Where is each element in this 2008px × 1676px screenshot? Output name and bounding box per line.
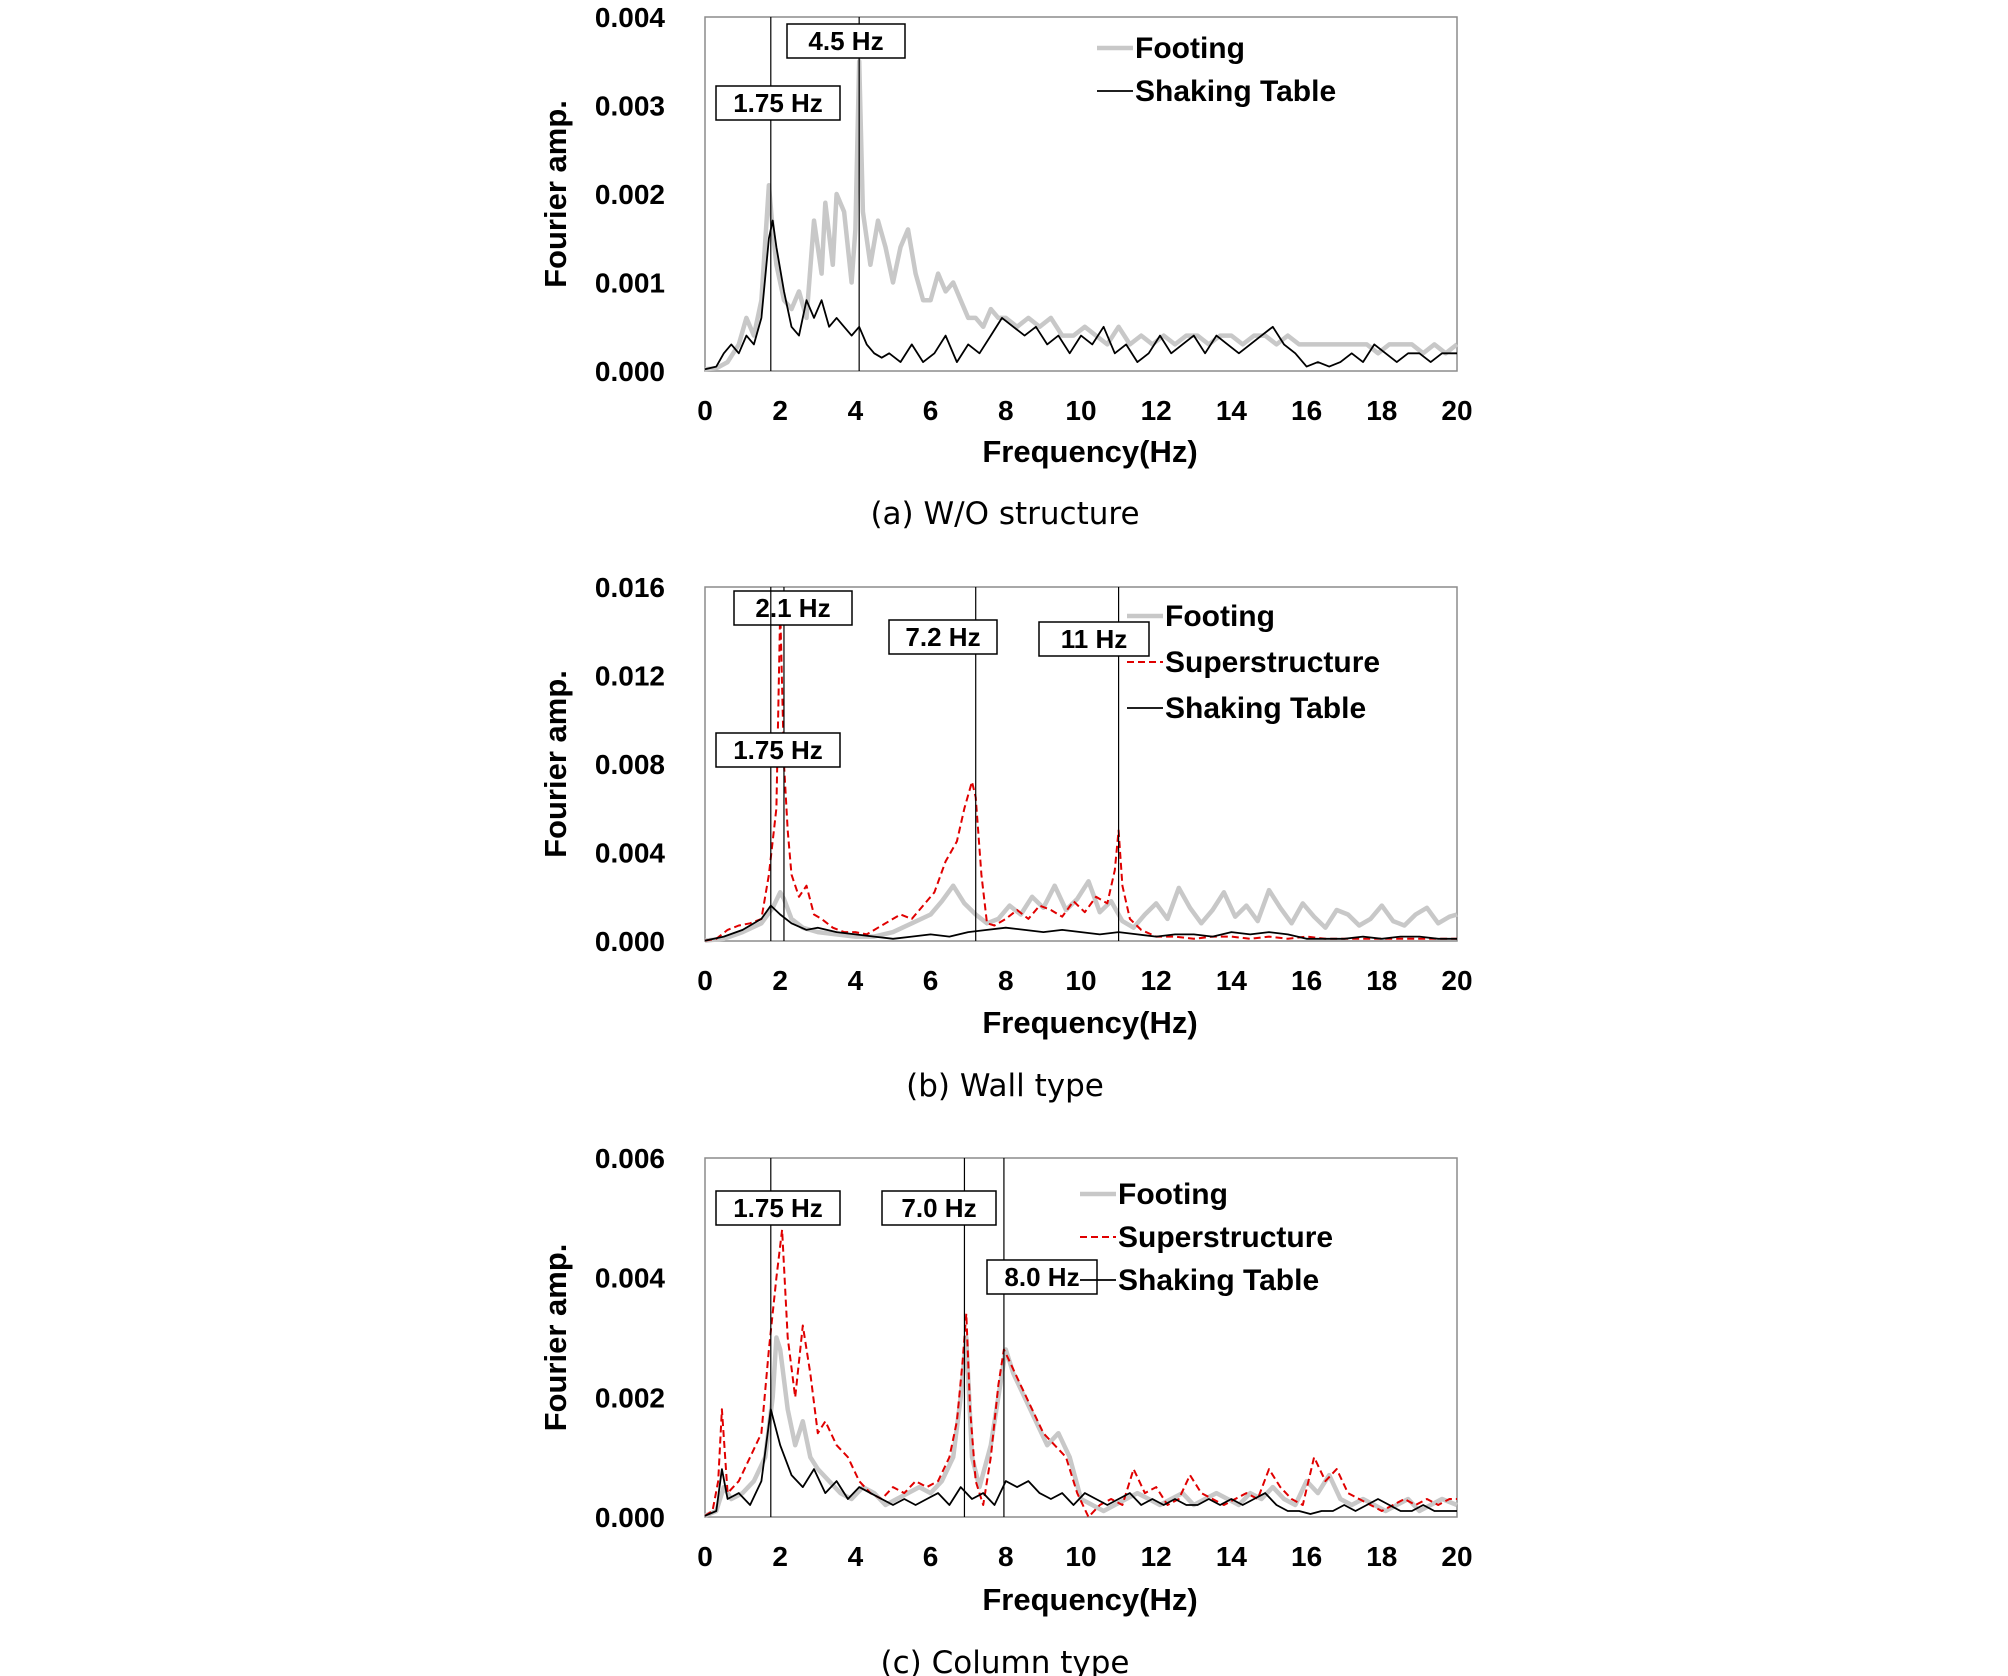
x-tick-label: 14: [1216, 965, 1248, 996]
x-tick-label: 8: [998, 1541, 1014, 1572]
x-tick-label: 2: [772, 965, 788, 996]
figure-caption: (a) W/O structure: [870, 496, 1139, 532]
chart-panel-3: 0.000 0.002 0.004 0.006 0 2 4 6 8 10 12 14 16 18 20 Fre…: [538, 1143, 1473, 1676]
x-tick-label: 0: [697, 395, 713, 426]
annotation-box: [1038, 621, 1150, 657]
x-tick-label: 18: [1366, 395, 1397, 426]
x-tick-label: 10: [1065, 395, 1096, 426]
x-tick-label: 6: [923, 1541, 939, 1572]
y-tick-label: 0.000: [595, 1502, 665, 1533]
legend-label: Footing: [1135, 32, 1245, 65]
x-axis-title: Frequency(Hz): [982, 1005, 1197, 1040]
y-tick-label: 0.000: [595, 926, 665, 957]
plot-area: [704, 16, 1458, 372]
annotation-label: 1.75 Hz: [733, 735, 823, 765]
series-line-superstructure: [704, 608, 1457, 942]
figure-caption: (c) Column type: [881, 1645, 1130, 1676]
series-line-footing: [704, 1335, 1458, 1518]
y-tick-label: 0.016: [595, 572, 665, 603]
legend-label: Footing: [1118, 1178, 1228, 1211]
x-tick-label: 2: [772, 1541, 788, 1572]
x-tick-label: 10: [1065, 965, 1096, 996]
series-line-footing: [704, 59, 1459, 372]
x-tick-label: 12: [1141, 1541, 1172, 1572]
x-tick-label: 16: [1291, 395, 1322, 426]
series-line-shaking-table: [704, 219, 1457, 371]
legend-label: Shaking Table: [1135, 75, 1336, 108]
x-tick-label: 14: [1216, 1541, 1248, 1572]
x-tick-label: 2: [772, 395, 788, 426]
series-line-superstructure: [704, 1228, 1457, 1518]
series-line-shaking-table: [704, 904, 1457, 942]
annotation-box: [888, 619, 998, 655]
y-tick-label: 0.004: [595, 838, 665, 869]
x-tick-label: 12: [1141, 965, 1172, 996]
annotation-box: [986, 1259, 1098, 1295]
x-tick-label: 6: [923, 395, 939, 426]
x-tick-label: 4: [848, 965, 864, 996]
y-tick-label: 0.001: [595, 268, 665, 299]
x-tick-label: 14: [1216, 395, 1248, 426]
legend-label: Footing: [1165, 600, 1275, 633]
x-tick-label: 12: [1141, 395, 1172, 426]
annotation-label: 7.2 Hz: [905, 622, 980, 652]
annotation-label: 2.1 Hz: [755, 593, 830, 623]
figure-caption: (b) Wall type: [906, 1068, 1104, 1104]
annotation-box: [881, 1190, 997, 1226]
y-tick-label: 0.008: [595, 749, 665, 780]
y-axis-title: Fourier amp.: [538, 1244, 573, 1432]
annotation-box: [715, 85, 841, 121]
annotation-label: 7.0 Hz: [901, 1193, 976, 1223]
legend-label: Superstructure: [1165, 646, 1380, 679]
y-tick-label: 0.000: [595, 356, 665, 387]
x-tick-label: 0: [697, 1541, 713, 1572]
x-tick-label: 4: [848, 1541, 864, 1572]
y-tick-label: 0.002: [595, 179, 665, 210]
x-tick-label: 20: [1441, 1541, 1472, 1572]
y-tick-label: 0.002: [595, 1382, 665, 1413]
x-tick-label: 16: [1291, 965, 1322, 996]
annotation-label: 1.75 Hz: [733, 88, 823, 118]
x-tick-label: 8: [998, 395, 1014, 426]
x-tick-label: 8: [998, 965, 1014, 996]
y-tick-label: 0.003: [595, 91, 665, 122]
annotation-box: [715, 1190, 841, 1226]
annotation-label: 1.75 Hz: [733, 1193, 823, 1223]
y-tick-label: 0.012: [595, 661, 665, 692]
legend-label: Superstructure: [1118, 1221, 1333, 1254]
y-tick-label: 0.004: [595, 2, 665, 33]
x-axis-title: Frequency(Hz): [982, 1582, 1197, 1617]
x-tick-label: 16: [1291, 1541, 1322, 1572]
x-tick-label: 0: [697, 965, 713, 996]
x-tick-label: 4: [848, 395, 864, 426]
chart-panel-1: 0.000 0.001 0.002 0.003 0.004 0 2 4 6 8 10 12 14 16 18…: [538, 2, 1473, 532]
x-tick-label: 18: [1366, 1541, 1397, 1572]
x-tick-label: 20: [1441, 965, 1472, 996]
x-tick-label: 10: [1065, 1541, 1096, 1572]
y-tick-label: 0.004: [595, 1263, 665, 1294]
series-line-shaking-table: [704, 1408, 1457, 1517]
y-axis-title: Fourier amp.: [538, 670, 573, 858]
series-line-footing: [704, 879, 1458, 943]
annotation-label: 11 Hz: [1061, 624, 1128, 654]
annotation-box: [715, 732, 841, 768]
x-tick-label: 20: [1441, 395, 1472, 426]
x-tick-label: 18: [1366, 965, 1397, 996]
chart-panel-2: 0.000 0.004 0.008 0.012 0.016 0 2 4 6 8 10 12 14 16 18…: [538, 572, 1473, 1104]
x-tick-label: 6: [923, 965, 939, 996]
annotation-box: [733, 590, 853, 626]
annotation-label: 8.0 Hz: [1004, 1262, 1079, 1292]
legend-label: Shaking Table: [1165, 692, 1366, 725]
legend-label: Shaking Table: [1118, 1264, 1319, 1297]
annotation-box: [786, 23, 906, 59]
x-axis-title: Frequency(Hz): [982, 434, 1197, 469]
annotation-label: 4.5 Hz: [808, 26, 883, 56]
y-axis-title: Fourier amp.: [538, 100, 573, 288]
y-tick-label: 0.006: [595, 1143, 665, 1174]
